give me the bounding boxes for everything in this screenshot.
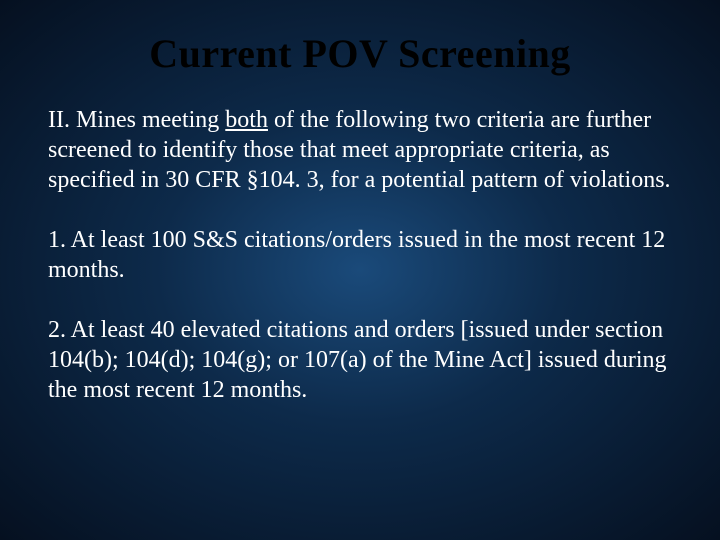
criterion-1: 1. At least 100 S&S citations/orders iss… [48, 225, 672, 285]
main-underlined: both [225, 107, 268, 133]
main-prefix: II. Mines meeting [48, 107, 225, 133]
slide-container: Current POV Screening II. Mines meeting … [0, 0, 720, 540]
slide-body: II. Mines meeting both of the following … [48, 105, 672, 405]
criterion-2: 2. At least 40 elevated citations and or… [48, 315, 672, 405]
slide-title: Current POV Screening [48, 30, 672, 77]
main-paragraph: II. Mines meeting both of the following … [48, 105, 672, 195]
